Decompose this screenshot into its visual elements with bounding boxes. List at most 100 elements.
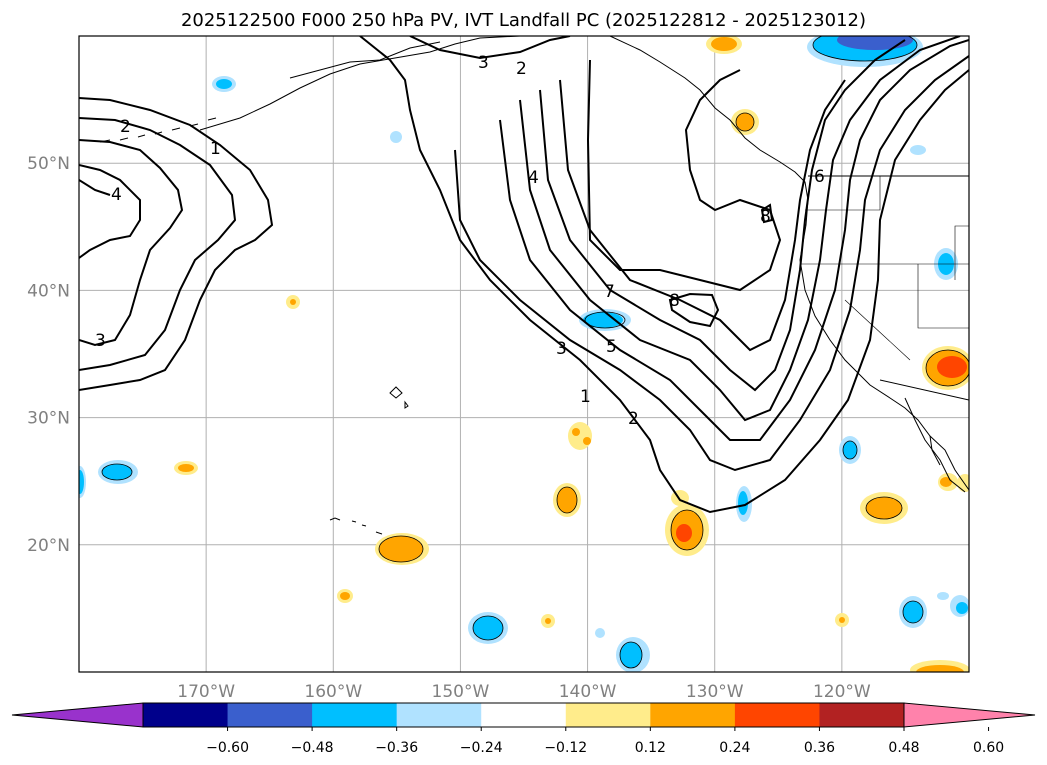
coastlines (99, 36, 969, 535)
anomaly-patch-pos-mexico (938, 473, 969, 492)
contour-label-west-1: 1 (210, 139, 221, 159)
contour-8-small (760, 203, 774, 224)
anomaly-patch-pos-ne-pacific (665, 504, 709, 556)
contour-main-3 (454, 55, 969, 472)
pv-contours (79, 36, 969, 514)
colorbar-extend-low (11, 702, 144, 728)
lat-label-2: 40°N (27, 281, 70, 301)
colorbar-bin-1 (227, 703, 313, 727)
contour-labels: 2 1 4 3 3 2 4 7 3 5 1 2 8 8 6 (95, 53, 825, 429)
anomaly-patch-pos-alaska (706, 36, 742, 54)
anomaly-patch-pos-central (553, 483, 581, 517)
lon-label-1: 160°W (304, 682, 362, 702)
colorbar-bin-7 (734, 703, 820, 727)
hawaii-islands (329, 517, 383, 535)
colorbar-label-3: −0.24 (460, 740, 503, 756)
anomaly-patch-neg-small (390, 131, 926, 638)
coast-mexico (929, 435, 941, 466)
border-us-mexico (879, 379, 969, 401)
contour-label-west-4: 4 (111, 185, 122, 205)
contour-main-2 (409, 36, 571, 60)
colorbar-label-4: −0.12 (544, 740, 587, 756)
contour-label-main-5: 5 (606, 337, 617, 357)
lat-label-3: 50°N (27, 154, 70, 174)
contour-label-main-7: 7 (604, 282, 615, 302)
lon-label-0: 170°W (177, 682, 235, 702)
shading-outlines (101, 36, 969, 669)
anomaly-patch-neg-central (579, 309, 631, 331)
contour-label-main-2: 2 (628, 409, 639, 429)
lon-label-2: 150°W (432, 682, 490, 702)
colorbar (11, 702, 1036, 728)
contour-label-8-a: 8 (669, 291, 680, 311)
contour-main-1 (359, 36, 969, 514)
colorbar-extend-high (903, 702, 1036, 728)
colorbar-label-9: 0.60 (973, 740, 1004, 756)
longitude-labels: 170°W 160°W 150°W 140°W 130°W 120°W (177, 682, 871, 702)
colorbar-bin-3 (396, 703, 482, 727)
coast-alaska-panhandle (609, 36, 809, 201)
contour-label-main-4: 4 (528, 168, 539, 188)
contour-8-closed (668, 292, 720, 328)
contour-label-main-3: 3 (556, 339, 567, 359)
anomaly-patch-pos-small-7 (671, 490, 689, 506)
small-islands (389, 386, 409, 409)
colorbar-label-7: 0.36 (804, 740, 835, 756)
lat-label-0: 20°N (27, 536, 70, 556)
anomaly-patch-pos-small-3 (337, 589, 353, 603)
coast-alaska (199, 36, 521, 131)
lon-label-3: 140°W (559, 682, 617, 702)
anomaly-patch-pos-bc (731, 109, 759, 135)
colorbar-label-5: 0.12 (635, 740, 666, 756)
colorbar-bin-4 (481, 703, 567, 727)
colorbar-label-2: −0.36 (375, 740, 418, 756)
anomaly-patch-pos-small-2 (286, 295, 300, 309)
anomaly-patch-pos-small-5 (835, 613, 849, 627)
contour-main-6 (539, 39, 906, 392)
contour-label-north-3: 3 (478, 53, 489, 73)
anomaly-patch-neg-front (736, 486, 752, 522)
contour-west-5 (79, 179, 111, 196)
coast-west-us (799, 199, 969, 491)
anomaly-patch-pos-small-6 (568, 422, 592, 450)
lon-label-4: 130°W (686, 682, 744, 702)
anomaly-patch-neg-mexico (839, 436, 861, 464)
anomaly-patch-pos-hawaii (375, 533, 429, 565)
contour-west-1 (79, 97, 274, 391)
colorbar-bin-6 (650, 703, 736, 727)
colorbar-bin-0 (143, 703, 229, 727)
border-states-3 (917, 264, 969, 329)
colorbar-label-6: 0.24 (719, 740, 750, 756)
anomaly-patch-pos-small-4 (541, 614, 555, 628)
border-states-5 (954, 225, 969, 280)
contour-west-3 (79, 139, 184, 347)
lat-label-1: 30°N (27, 409, 70, 429)
colorbar-label-8: 0.48 (888, 740, 919, 756)
latitude-labels: 20°N 30°N 40°N 50°N (27, 154, 70, 556)
map-frame (78, 35, 970, 673)
anomaly-patch-pos-socal (922, 346, 969, 390)
anomaly-patch-neg-edge (79, 466, 86, 498)
anomaly-patch-pos-small-1 (174, 461, 198, 475)
contour-label-6: 6 (814, 167, 825, 187)
colorbar-label-0: −0.60 (206, 740, 249, 756)
anomaly-patch-neg-canada (807, 36, 923, 67)
contour-label-west-2: 2 (120, 117, 131, 137)
anomaly-patch-neg-south-1 (468, 612, 508, 644)
lon-label-5: 120°W (813, 682, 871, 702)
contour-west-4 (79, 164, 141, 259)
coast-alaska-inner (289, 41, 441, 79)
anomaly-patch-neg-south-2 (616, 637, 650, 672)
anomaly-patch-pos-bottom-right (910, 660, 969, 672)
anomaly-patch-neg-south-4 (937, 592, 969, 617)
colorbar-bin-2 (312, 703, 398, 727)
contour-west-2 (79, 117, 237, 371)
contour-label-west-3: 3 (95, 331, 106, 351)
contour-main-5 (519, 36, 961, 422)
contour-main-7 (559, 79, 846, 352)
anomaly-patch-neg-aleutian (212, 76, 236, 92)
contour-label-8-b: 8 (760, 207, 771, 227)
contour-main-4 (499, 39, 969, 441)
contour-label-main-1: 1 (580, 387, 591, 407)
